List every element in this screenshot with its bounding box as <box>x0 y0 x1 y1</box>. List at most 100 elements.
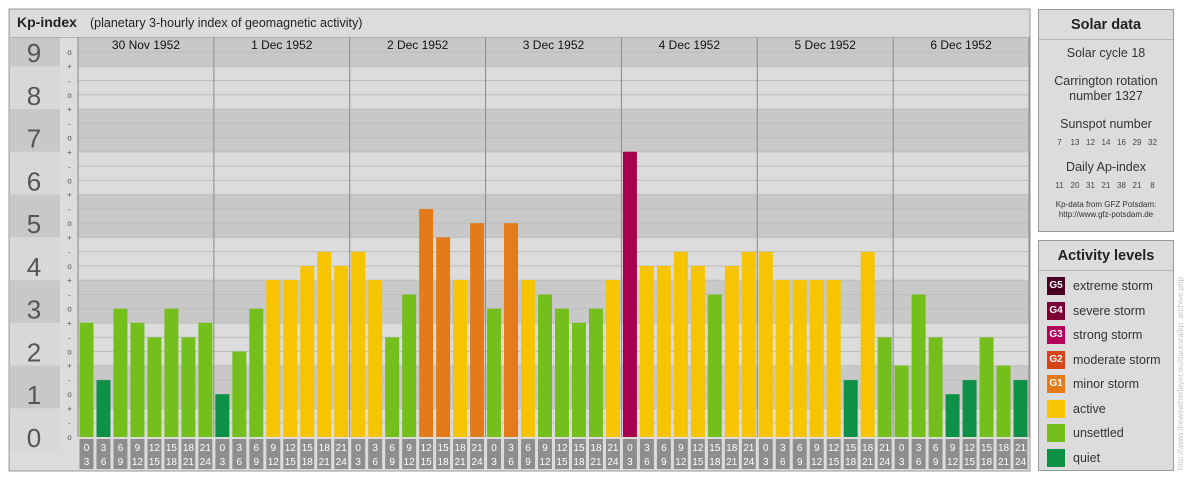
legend-label: unsettled <box>1073 426 1124 441</box>
kp-sublevel-label: o <box>67 390 72 399</box>
hour-box <box>249 439 264 469</box>
hour-box <box>198 439 213 469</box>
kp-sublevel-label: + <box>67 404 72 413</box>
sunspot-value: 13 <box>1070 138 1080 147</box>
hour-box <box>877 439 892 469</box>
hour-start-label: 21 <box>472 443 484 454</box>
kp-level-label: 5 <box>27 209 41 239</box>
hour-box <box>453 439 468 469</box>
hour-start-label: 0 <box>355 443 361 454</box>
hour-start-label: 3 <box>780 443 786 454</box>
hour-box <box>266 439 281 469</box>
kp-bar <box>962 380 977 437</box>
sunspot-value: 16 <box>1117 138 1126 147</box>
hour-end-label: 6 <box>101 457 107 468</box>
kp-bar <box>741 251 756 437</box>
kp-level-label: 6 <box>27 166 41 196</box>
hour-box <box>164 439 179 469</box>
hour-start-label: 21 <box>607 443 619 454</box>
kp-bar <box>487 308 502 437</box>
hour-box <box>741 439 756 469</box>
hour-start-label: 21 <box>743 443 755 454</box>
sunspot-value: 32 <box>1148 138 1157 147</box>
hour-end-label: 24 <box>200 457 212 468</box>
legend-item-quiet: quiet <box>1039 446 1173 471</box>
hour-start-label: 15 <box>573 443 585 454</box>
level-band <box>78 194 1029 238</box>
hour-start-label: 0 <box>84 443 90 454</box>
kp-sublevel-label: o <box>67 433 72 442</box>
hour-start-label: 0 <box>899 443 905 454</box>
hour-start-label: 9 <box>678 443 684 454</box>
hour-start-label: 9 <box>406 443 412 454</box>
hour-start-label: 12 <box>964 443 976 454</box>
hour-start-label: 9 <box>814 443 820 454</box>
hour-end-label: 9 <box>525 457 531 468</box>
hour-end-label: 15 <box>285 457 297 468</box>
hour-box <box>690 439 705 469</box>
ap-value: 20 <box>1070 181 1080 190</box>
hour-start-label: 18 <box>998 443 1010 454</box>
kp-bar <box>690 265 705 437</box>
hour-start-label: 6 <box>254 443 260 454</box>
kp-bar <box>809 280 824 437</box>
hour-box <box>368 439 383 469</box>
hour-start-label: 12 <box>149 443 161 454</box>
hour-end-label: 18 <box>981 457 993 468</box>
hour-box <box>79 439 94 469</box>
source-link[interactable]: http://www.gfz-potsdam.de <box>1058 210 1154 219</box>
hour-start-label: 12 <box>421 443 433 454</box>
kp-bar <box>402 294 417 437</box>
ap-label: Daily Ap-index <box>1066 160 1146 174</box>
hour-end-label: 18 <box>438 457 450 468</box>
level-label-band <box>10 151 60 195</box>
hour-start-label: 15 <box>166 443 178 454</box>
kp-sublevel-label: o <box>67 91 72 100</box>
kp-bar <box>877 337 892 437</box>
sunspot-value: 29 <box>1132 138 1142 147</box>
kp-sublevel-label: - <box>68 419 71 428</box>
legend-item-unsettled: unsettled <box>1039 421 1173 446</box>
hour-box <box>402 439 417 469</box>
legend-item-moderate-storm: G2 moderate storm <box>1039 348 1173 373</box>
hour-box <box>436 439 451 469</box>
carrington-line1: Carrington rotation <box>1054 74 1158 88</box>
date-label: 3 Dec 1952 <box>523 38 585 52</box>
hour-start-label: 12 <box>692 443 704 454</box>
hour-end-label: 12 <box>404 457 416 468</box>
kp-bar <box>538 294 552 437</box>
hour-start-label: 3 <box>372 443 378 454</box>
hour-start-label: 15 <box>845 443 857 454</box>
hour-box <box>979 439 994 469</box>
hour-start-label: 12 <box>828 443 840 454</box>
hour-start-label: 3 <box>101 443 107 454</box>
level-label-band <box>10 38 60 67</box>
kp-bar <box>419 209 434 437</box>
kp-bar <box>758 251 773 437</box>
hour-end-label: 18 <box>302 457 314 468</box>
hour-start-label: 18 <box>726 443 738 454</box>
legend-swatch: G5 <box>1047 277 1065 296</box>
hour-start-label: 15 <box>438 443 450 454</box>
hour-end-label: 24 <box>607 457 619 468</box>
hour-box <box>96 439 111 469</box>
date-label: 6 Dec 1952 <box>930 38 992 52</box>
kp-bar <box>639 265 654 437</box>
hour-end-label: 21 <box>183 457 195 468</box>
hour-end-label: 9 <box>254 457 260 468</box>
level-label-band <box>10 408 60 452</box>
ap-value: 38 <box>1117 181 1126 190</box>
legend-item-minor-storm: G1 minor storm <box>1039 372 1173 397</box>
legend-swatch: G3 <box>1047 326 1065 345</box>
hour-box <box>945 439 960 469</box>
kp-level-label: 2 <box>27 337 41 367</box>
hour-end-label: 24 <box>336 457 348 468</box>
kp-level-label: 0 <box>27 423 41 453</box>
hour-start-label: 9 <box>542 443 548 454</box>
hour-end-label: 21 <box>455 457 467 468</box>
hour-end-label: 18 <box>709 457 721 468</box>
legend-swatch <box>1047 424 1065 443</box>
date-label: 30 Nov 1952 <box>112 38 180 52</box>
hour-end-label: 6 <box>780 457 786 468</box>
hour-start-label: 18 <box>319 443 331 454</box>
